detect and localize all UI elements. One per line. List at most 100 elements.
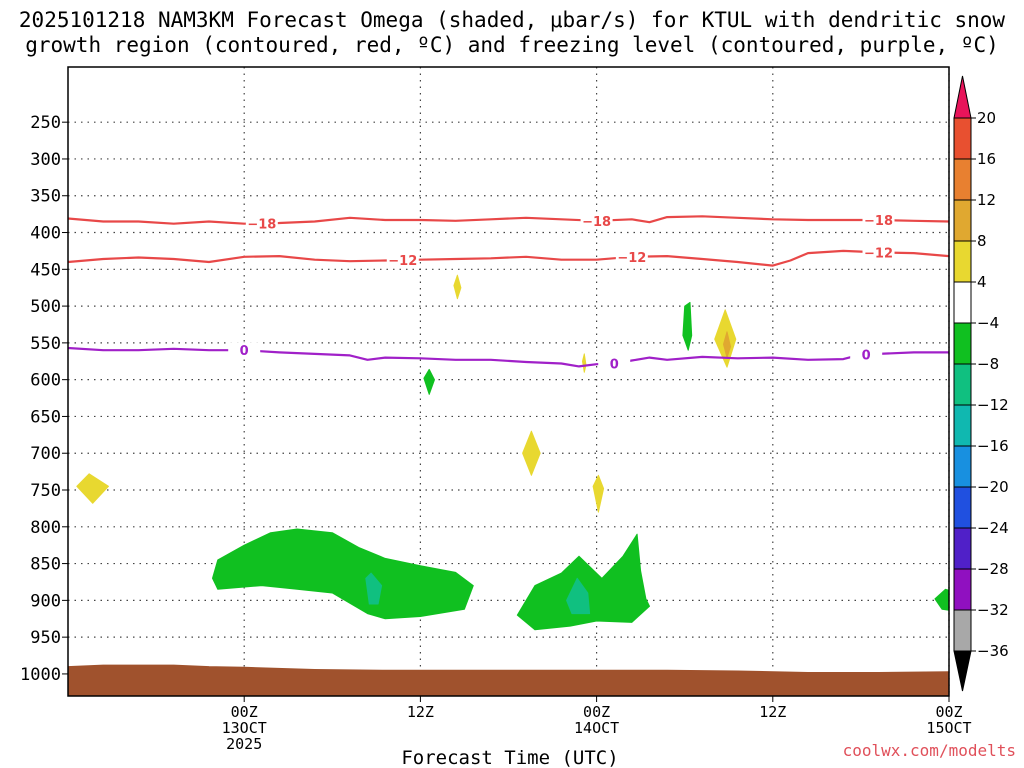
temperature-contours: −18 −18 −18 −12 −12 −12 0 0 0: [68, 212, 949, 372]
omega-area-downward-motion: [522, 430, 541, 476]
colorbar-label: −24: [977, 519, 1009, 537]
time-tick-label: 12Z: [407, 703, 434, 721]
pressure-tick-label: 1000: [20, 665, 61, 685]
grid-lines: [68, 67, 950, 696]
omega-area-downward-motion-core: [723, 331, 731, 359]
contour-label: 0: [610, 357, 619, 372]
colorbar-segment: [953, 609, 972, 652]
omega-area-upward-motion: [934, 588, 949, 611]
contour-label: −18: [247, 217, 276, 232]
pressure-tick-label: 250: [30, 113, 61, 133]
colorbar-segment: [953, 322, 972, 365]
contour-label: −12: [388, 254, 417, 269]
time-tick-label: 13OCT: [222, 719, 267, 737]
colorbar-label: 8: [977, 232, 987, 250]
pressure-tick-label: 450: [30, 260, 61, 280]
contour-label-background: [862, 244, 895, 261]
colorbar-legend: 20 16 12 8 4 −4 −8 −12 −16 −20 −24 −28 −32 −36: [953, 75, 1009, 692]
colorbar-segment: [953, 240, 972, 283]
colorbar-segment: [953, 281, 972, 324]
pressure-tick-label: 400: [30, 224, 61, 244]
colorbar-label: −16: [977, 437, 1009, 455]
colorbar-label: 20: [977, 109, 996, 127]
pressure-tick-label: 650: [30, 407, 61, 427]
colorbar-label: −12: [977, 396, 1009, 414]
pressure-tick-label: 500: [30, 297, 61, 317]
colorbar-label: 4: [977, 273, 987, 291]
time-tick-label: 00Z: [231, 703, 258, 721]
colorbar-segment: [953, 445, 972, 488]
colorbar-segment: [953, 199, 972, 242]
contour-label-background: [615, 248, 648, 265]
contour-label: −18: [864, 214, 893, 229]
contour-label: 0: [240, 344, 249, 359]
omega-shading: [76, 274, 949, 631]
colorbar-bottom-arrow: [953, 650, 972, 692]
time-tick-label: 15OCT: [926, 719, 971, 737]
contour-label: −18: [582, 215, 611, 230]
terrain-polygon: [68, 664, 949, 696]
colorbar-label: −36: [977, 642, 1009, 660]
colorbar-label: −20: [977, 478, 1009, 496]
omega-area-upward-motion: [212, 528, 474, 620]
omega-area-upward-motion: [516, 533, 650, 631]
pressure-tick-label: 800: [30, 518, 61, 538]
pressure-tick-label: 600: [30, 371, 61, 391]
contour-label-background: [245, 215, 278, 232]
time-tick-label: 00Z: [583, 703, 610, 721]
colorbar-segment: [953, 404, 972, 447]
pressure-tick-label: 700: [30, 444, 61, 464]
pressure-tick-label: 900: [30, 591, 61, 611]
pressure-tick-label: 550: [30, 334, 61, 354]
terrain-fill: [68, 664, 949, 696]
contour-label-background: [850, 346, 883, 363]
omega-area-downward-motion: [76, 473, 109, 504]
chart-title: 2025101218 NAM3KM Forecast Omega (shaded…: [19, 8, 1006, 57]
omega-area-upward-motion-core: [365, 572, 383, 605]
contour-label: −12: [617, 251, 646, 266]
colorbar-segment: [953, 363, 972, 406]
colorbar-top-arrow: [953, 75, 972, 119]
colorbar-segment: [953, 486, 972, 529]
colorbar-label: 12: [977, 191, 996, 209]
time-tick-label: 12Z: [759, 703, 786, 721]
colorbar-segment: [953, 527, 972, 570]
colorbar-segment: [953, 117, 972, 160]
pressure-axis: 250 300 350 400 450 500 550 600 650 700 750 800 850 9…: [20, 113, 68, 685]
pressure-tick-label: 750: [30, 481, 61, 501]
colorbar-label: −8: [977, 355, 999, 373]
pressure-tick-label: 300: [30, 150, 61, 170]
contour-label-background: [228, 342, 261, 359]
x-axis-label: Forecast Time (UTC): [401, 747, 618, 768]
contour-label-background: [862, 212, 895, 229]
colorbar-label: −28: [977, 560, 1009, 578]
omega-area-downward-motion: [582, 353, 587, 373]
omega-area-upward-motion: [423, 368, 435, 395]
omega-area-upward-motion-core: [566, 577, 591, 615]
colorbar-label: −4: [977, 314, 999, 332]
pressure-tick-label: 950: [30, 628, 61, 648]
time-tick-label: 14OCT: [574, 719, 619, 737]
time-tick-label: 00Z: [935, 703, 962, 721]
plot-frame: [67, 66, 950, 697]
contour-label: −12: [864, 246, 893, 261]
contour-label-background: [386, 252, 419, 269]
pressure-tick-label: 850: [30, 555, 61, 575]
pressure-tick-label: 350: [30, 187, 61, 207]
omega-area-downward-motion: [592, 474, 605, 513]
time-tick-label: 2025: [226, 735, 262, 753]
colorbar-label: −32: [977, 601, 1009, 619]
contour-label-background: [580, 212, 613, 229]
omega-area-downward-motion: [453, 274, 462, 300]
contour-line--12: [68, 249, 949, 267]
colorbar-label: 16: [977, 150, 996, 168]
omega-area-upward-motion: [682, 301, 693, 351]
chart-title-line-1: 2025101218 NAM3KM Forecast Omega (shaded…: [19, 8, 1006, 32]
chart-title-line-2: growth region (contoured, red, ºC) and f…: [25, 33, 999, 57]
contour-label: 0: [862, 348, 871, 363]
colorbar-segment: [953, 568, 972, 611]
contour-label-background: [598, 355, 631, 372]
colorbar-segment: [953, 158, 972, 201]
